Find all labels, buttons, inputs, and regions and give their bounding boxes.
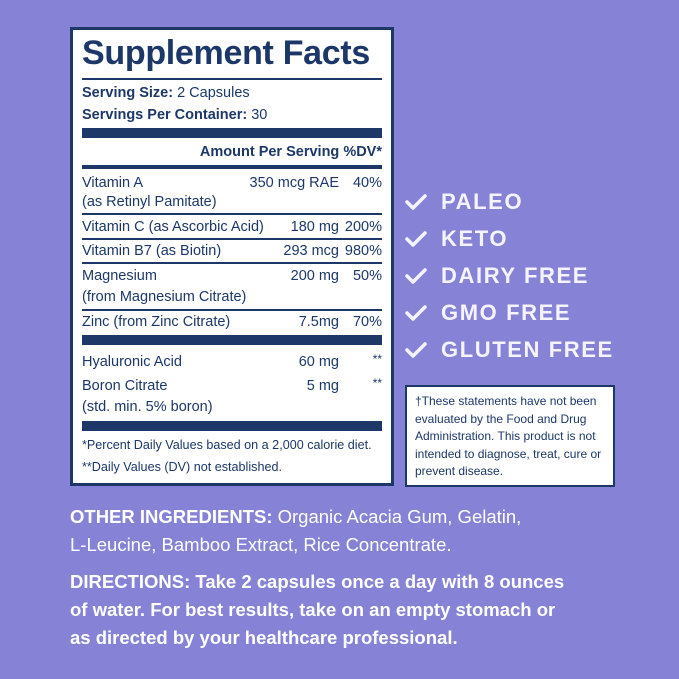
checkmark-icon [405,267,427,284]
amount-header: Amount Per Serving %DV* [199,144,382,160]
divider [82,165,382,169]
nutrient-source: (from Magnesium Citrate) [82,289,247,305]
checkmark-icon [405,304,427,321]
footnote-not-established: **Daily Values (DV) not established. [82,460,282,474]
claim-label: KETO [441,225,509,251]
other-ingredients: OTHER INGREDIENTS: Organic Acacia Gum, G… [70,503,521,559]
nutrient-dv: 200% [344,219,382,235]
nutrient-name: Vitamin A [82,175,143,191]
claim-item: GLUTEN FREE [405,331,614,368]
other-ingredients-label: OTHER INGREDIENTS: [70,506,273,527]
serving-size-label: Serving Size: [82,85,174,101]
directions-text: DIRECTIONS: Take 2 capsules once a day w… [70,571,565,592]
nutrient-dv: 40% [352,175,382,191]
divider [82,78,382,80]
nutrient-name: Boron Citrate [82,378,168,394]
divider [82,309,382,311]
checkmark-icon [405,230,427,247]
nutrient-amount: 180 mg [290,219,339,235]
fda-disclaimer: †These statements have not been evaluate… [405,385,615,487]
directions-text: as directed by your healthcare professio… [70,627,458,648]
nutrient-amount: 200 mg [290,268,339,284]
checkmark-icon [405,341,427,358]
claim-item: PALEO [405,183,614,220]
divider [82,262,382,264]
divider [82,238,382,240]
thick-divider [82,128,382,138]
nutrient-dv: ** [372,352,382,366]
footnote-dv: *Percent Daily Values based on a 2,000 c… [82,438,372,452]
serving-size-value: 2 Capsules [177,85,250,101]
divider [82,213,382,215]
facts-title: Supplement Facts [82,34,371,72]
nutrient-name: Vitamin B7 (as Biotin) [82,243,222,259]
servings-per-container: Servings Per Container: 30 [82,106,267,124]
servings-value: 30 [251,107,268,123]
nutrient-name: Magnesium [82,268,157,284]
nutrient-amount: 350 mcg RAE [249,175,339,191]
nutrient-name: Vitamin C (as Ascorbic Acid) [82,219,264,235]
serving-size: Serving Size: 2 Capsules [82,84,250,102]
claim-item: DAIRY FREE [405,257,614,294]
nutrient-source: (as Retinyl Pamitate) [82,194,217,210]
claim-item: GMO FREE [405,294,614,331]
claim-label: GLUTEN FREE [441,336,614,362]
other-ingredients-text: L-Leucine, Bamboo Extract, Rice Concentr… [70,534,452,555]
nutrient-dv: 50% [352,268,382,284]
nutrient-amount: 5 mg [306,378,339,394]
claims-list: PALEO KETO DAIRY FREE GMO FREE GLUTEN FR… [405,183,614,368]
claim-label: DAIRY FREE [441,262,590,288]
thick-divider [82,421,382,431]
nutrient-amount: 293 mcg [283,243,339,259]
other-ingredients-text: Organic Acacia Gum, Gelatin, [277,506,522,527]
nutrient-name: Zinc (from Zinc Citrate) [82,314,231,330]
nutrient-amount: 60 mg [298,354,339,370]
supplement-facts-panel: Supplement Facts Serving Size: 2 Capsule… [70,27,394,486]
servings-label: Servings Per Container: [82,107,248,123]
thick-divider [82,335,382,345]
nutrient-dv: 70% [352,314,382,330]
nutrient-amount: 7.5mg [298,314,339,330]
claim-label: PALEO [441,188,524,214]
claim-item: KETO [405,220,614,257]
nutrient-source: (std. min. 5% boron) [82,399,213,415]
nutrient-name: Hyaluronic Acid [82,354,182,370]
directions: DIRECTIONS: Take 2 capsules once a day w… [70,568,564,652]
nutrient-dv: 980% [344,243,382,259]
checkmark-icon [405,193,427,210]
nutrient-dv: ** [372,376,382,390]
directions-text: of water. For best results, take on an e… [70,599,556,620]
claim-label: GMO FREE [441,299,572,325]
